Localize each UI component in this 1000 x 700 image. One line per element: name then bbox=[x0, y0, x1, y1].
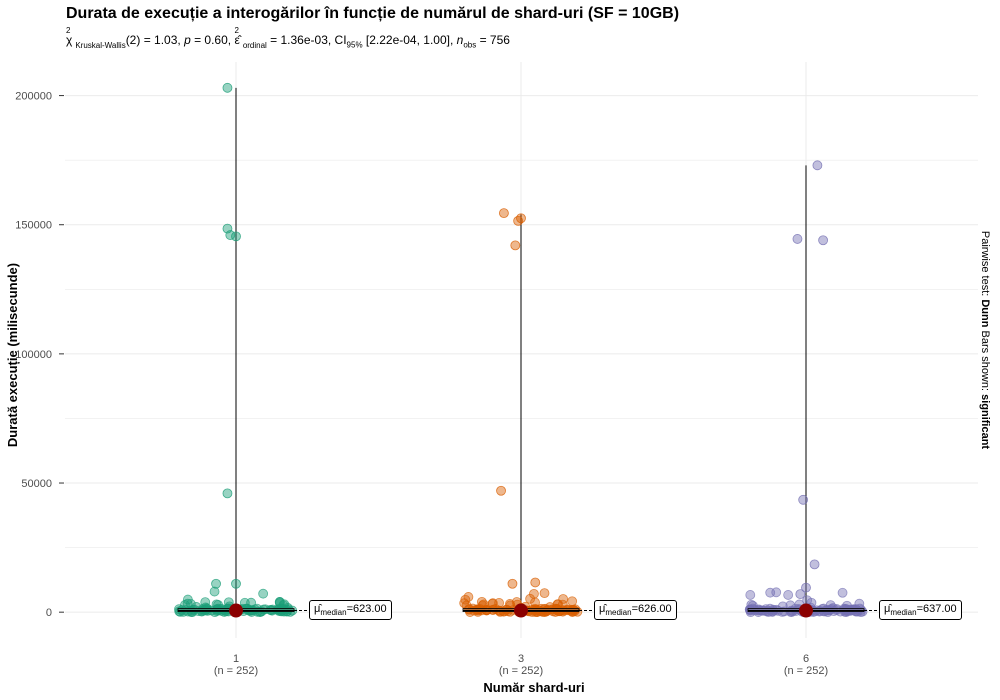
chi-sup: 2 bbox=[66, 26, 71, 35]
epsilon-symbol: ε̂ 2 ordinal bbox=[234, 26, 267, 50]
median-sub: median bbox=[320, 607, 347, 617]
p-label: p bbox=[184, 33, 191, 47]
outlier-point bbox=[801, 582, 811, 593]
eps-value: = 1.36e-03, CI bbox=[266, 33, 347, 47]
median-label: μ̂median=637.00 bbox=[879, 599, 962, 620]
median-point bbox=[799, 603, 813, 618]
data-point bbox=[539, 588, 550, 599]
ci-sub: 95% bbox=[346, 40, 363, 50]
x-tick-label: 1 bbox=[233, 653, 239, 665]
data-point bbox=[185, 599, 196, 609]
median-value: =637.00 bbox=[916, 602, 957, 615]
y-tick-label: 100000 bbox=[15, 349, 52, 361]
data-point bbox=[837, 587, 848, 598]
ci-value: [2.22e-04, 1.00], bbox=[362, 33, 457, 47]
caption-test: Dunn bbox=[979, 299, 991, 327]
outlier-point bbox=[496, 485, 506, 496]
y-tick-label: 0 bbox=[46, 607, 52, 619]
data-point bbox=[530, 607, 541, 617]
data-point bbox=[460, 594, 471, 605]
median-point bbox=[514, 603, 528, 618]
median-label: μ̂median=623.00 bbox=[309, 599, 392, 620]
eps-label: ε̂ bbox=[234, 33, 240, 47]
x-tick-count: (n = 252) bbox=[784, 665, 828, 677]
y-tick-label: 50000 bbox=[21, 478, 52, 490]
median-sub: median bbox=[890, 607, 917, 617]
median-value: =626.00 bbox=[631, 602, 672, 615]
x-tick-label: 3 bbox=[518, 653, 524, 665]
outlier-point bbox=[818, 235, 828, 246]
y-axis-ticks: 0 50000 100000 150000 200000 bbox=[15, 91, 64, 619]
data-point bbox=[530, 597, 540, 608]
outlier-point bbox=[231, 231, 241, 242]
outlier-point bbox=[809, 559, 820, 570]
caption-prefix: Pairwise test: bbox=[979, 231, 991, 299]
data-point bbox=[745, 590, 756, 600]
chart-subtitle: χ 2 Kruskal-Wallis(2) = 1.03, p = 0.60, ε̂… bbox=[66, 26, 510, 50]
outlier-point bbox=[792, 234, 803, 244]
chi-value: (2) = 1.03, bbox=[125, 33, 185, 47]
outlier-point bbox=[530, 577, 541, 588]
data-point bbox=[182, 598, 193, 609]
outlier-point bbox=[211, 578, 221, 589]
outlier-point bbox=[795, 589, 806, 599]
outlier-point bbox=[798, 494, 809, 505]
median-point bbox=[229, 603, 243, 618]
x-tick-count: (n = 252) bbox=[499, 665, 543, 677]
data-point bbox=[783, 590, 794, 600]
chi-symbol: χ 2 Kruskal-Wallis bbox=[66, 26, 126, 50]
n-value: = 756 bbox=[476, 33, 510, 47]
caption-middle: Bars shown: bbox=[979, 327, 991, 394]
y-axis-title: Durată execuție (milisecunde) bbox=[5, 263, 20, 447]
median-sub: median bbox=[605, 607, 632, 617]
outlier-point bbox=[507, 578, 518, 589]
median-value: =623.00 bbox=[346, 602, 387, 615]
mu-hat-symbol: μ̂ bbox=[314, 602, 321, 615]
y-tick-label: 200000 bbox=[15, 91, 52, 103]
data-point bbox=[566, 604, 576, 615]
mu-hat-symbol: μ̂ bbox=[884, 602, 891, 615]
outlier-point bbox=[222, 488, 233, 499]
n-label: n bbox=[456, 33, 464, 47]
data-point bbox=[463, 592, 474, 602]
outlier-point bbox=[812, 160, 823, 171]
outlier-point bbox=[222, 82, 233, 93]
x-tick-label: 6 bbox=[803, 653, 809, 665]
outlier-point bbox=[231, 578, 241, 589]
whisker-layer bbox=[235, 87, 807, 613]
data-point bbox=[209, 586, 220, 597]
chi-label: χ bbox=[66, 33, 73, 47]
chart-title: Durata de execuție a interogărilor în fu… bbox=[66, 5, 680, 22]
median-label: μ̂median=626.00 bbox=[594, 599, 677, 620]
data-point bbox=[258, 588, 269, 599]
eps-sub: ordinal bbox=[242, 41, 267, 50]
caption-shown: significant bbox=[979, 394, 991, 449]
mu-hat-symbol: μ̂ bbox=[599, 602, 606, 615]
chi-sub: Kruskal-Wallis bbox=[75, 41, 126, 50]
x-tick-count: (n = 252) bbox=[214, 665, 258, 677]
outlier-point bbox=[225, 230, 236, 240]
x-axis-ticks: 1(n = 252)3(n = 252)6(n = 252) bbox=[214, 653, 828, 677]
y-tick-label: 150000 bbox=[15, 220, 52, 232]
x-axis-title: Număr shard-uri bbox=[483, 680, 584, 695]
outlier-point bbox=[510, 240, 521, 251]
pairwise-caption: Pairwise test: Dunn Bars shown: signific… bbox=[979, 231, 991, 450]
p-value: = 0.60, bbox=[190, 33, 235, 47]
eps-sup: 2 bbox=[234, 26, 239, 35]
data-point bbox=[476, 596, 487, 607]
outlier-point bbox=[498, 208, 509, 219]
outlier-point bbox=[513, 215, 524, 226]
n-sub: obs bbox=[463, 40, 477, 50]
data-point bbox=[765, 587, 776, 598]
data-point bbox=[525, 593, 536, 604]
box-layer bbox=[177, 603, 878, 618]
